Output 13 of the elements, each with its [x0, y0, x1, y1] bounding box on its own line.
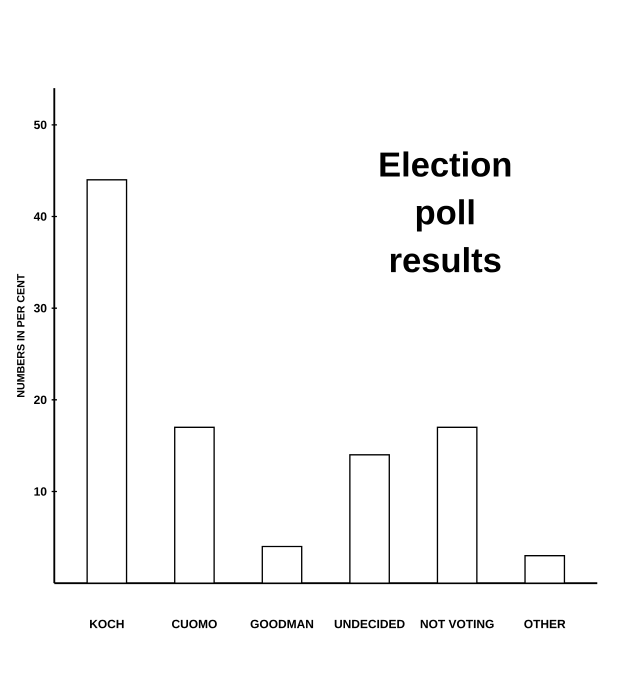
x-tick-label: UNDECIDED — [334, 620, 405, 628]
x-tick-label: OTHER — [524, 620, 566, 628]
y-tick-label: 20 — [34, 396, 46, 404]
text: Election poll results — [380, 151, 510, 272]
y-axis-title: NUMBERS IN PER CENT — [17, 274, 25, 397]
y-tick-label: 40 — [34, 212, 46, 221]
y-tick-label: 10 — [34, 487, 46, 496]
x-tick-label: KOCH — [90, 620, 124, 628]
y-tick-label: 50 — [34, 120, 46, 130]
x-tick-label: CUOMO — [172, 620, 217, 628]
y-tick-label: 30 — [34, 304, 46, 312]
x-tick-label: GOODMAN — [250, 620, 314, 628]
x-tick-label: NOT VOTING — [420, 620, 494, 628]
